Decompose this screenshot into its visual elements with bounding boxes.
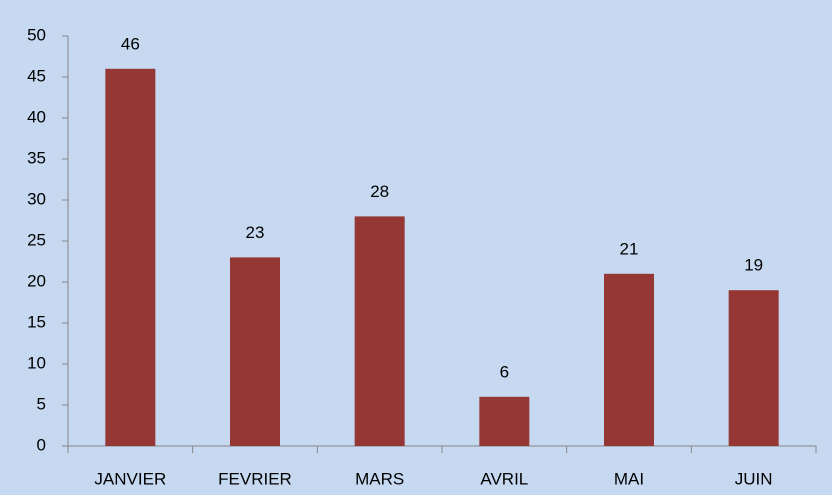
y-tick-label: 10 <box>27 353 46 372</box>
x-tick-label: FEVRIER <box>218 469 292 488</box>
data-label: 46 <box>121 34 140 53</box>
y-tick-label: 0 <box>37 435 46 454</box>
data-label: 19 <box>744 256 763 275</box>
data-label: 23 <box>246 223 265 242</box>
bar <box>728 290 779 446</box>
x-tick-label: MAI <box>614 469 644 488</box>
y-tick-label: 50 <box>27 25 46 44</box>
y-tick-label: 15 <box>27 312 46 331</box>
bar <box>230 257 280 446</box>
y-tick-label: 5 <box>37 394 46 413</box>
x-tick-label: JUIN <box>735 469 773 488</box>
y-tick-label: 25 <box>27 230 46 249</box>
y-tick-label: 30 <box>27 189 46 208</box>
data-label: 21 <box>620 239 639 258</box>
y-tick-label: 45 <box>27 66 46 85</box>
x-tick-label: JANVIER <box>94 469 166 488</box>
data-label: 28 <box>370 182 389 201</box>
y-tick-label: 20 <box>27 271 46 290</box>
y-tick-label: 35 <box>27 148 46 167</box>
y-tick-label: 40 <box>27 107 46 126</box>
bar <box>479 396 530 446</box>
data-label: 6 <box>500 362 509 381</box>
bar <box>354 216 405 446</box>
bar <box>105 68 156 447</box>
bar <box>604 273 654 446</box>
x-tick-label: MARS <box>355 469 404 488</box>
x-tick-label: AVRIL <box>480 469 528 488</box>
